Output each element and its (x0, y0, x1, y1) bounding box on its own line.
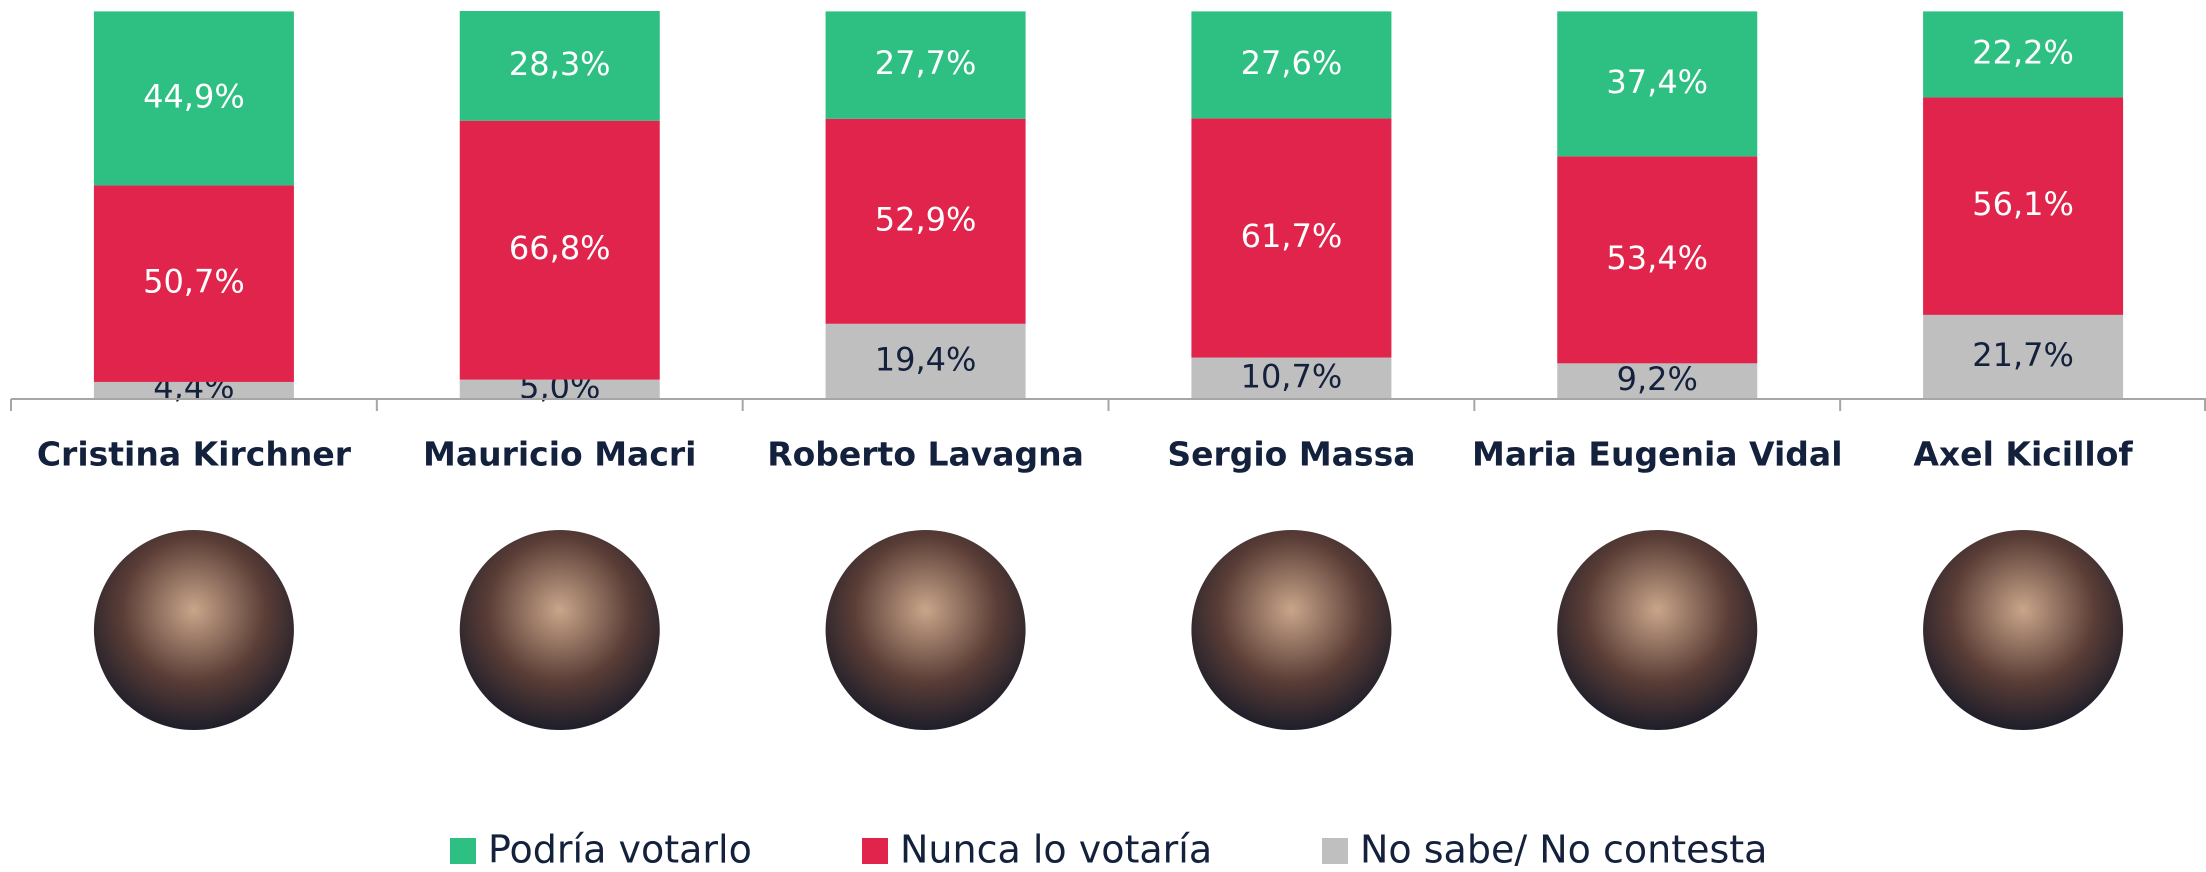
bar-segment (1191, 118, 1392, 358)
data-label: 28,3% (509, 45, 611, 83)
data-label: 52,9% (875, 200, 977, 238)
legend-label: No sabe/ No contesta (1360, 828, 1767, 872)
data-label: 56,1% (1972, 185, 2074, 223)
bar-segment (1557, 11, 1758, 157)
candidate-photo (1923, 530, 2124, 730)
bar-segment (93, 185, 294, 382)
bar-segment (459, 120, 660, 380)
legend-label: Podría votarlo (488, 828, 752, 872)
x-tick-label: Roberto Lavagna (767, 435, 1084, 474)
bar-segment (93, 11, 294, 186)
data-label: 37,4% (1606, 63, 1708, 101)
data-label: 53,4% (1606, 239, 1708, 277)
x-tick-label: Sergio Massa (1167, 435, 1415, 474)
data-label: 22,2% (1972, 33, 2074, 71)
legend-swatch (1322, 838, 1348, 864)
legend-swatch (450, 838, 476, 864)
data-label: 10,7% (1241, 357, 1343, 395)
data-label: 27,7% (875, 44, 977, 82)
data-label: 66,8% (509, 229, 611, 267)
bar-segment (1923, 314, 2124, 399)
candidate-photo (93, 530, 294, 730)
x-tick-label: Axel Kicillof (1913, 435, 2133, 474)
data-label: 9,2% (1617, 360, 1698, 398)
bar-segment (1191, 11, 1392, 119)
bar-segment (1557, 363, 1758, 399)
x-tick-label: Maria Eugenia Vidal (1472, 435, 1843, 474)
bar-segment (1923, 97, 2124, 315)
bar-segment (1557, 156, 1758, 364)
bar-segment (825, 323, 1026, 399)
bar-segment (459, 11, 660, 121)
x-tick-label: Cristina Kirchner (37, 435, 352, 474)
bar-segment (1191, 357, 1392, 399)
legend-label: Nunca lo votaría (900, 828, 1212, 872)
bar-segment (1923, 11, 2124, 98)
candidate-photo (459, 530, 660, 730)
data-label: 21,7% (1972, 336, 2074, 374)
data-label: 44,9% (143, 77, 245, 115)
data-label: 27,6% (1241, 44, 1343, 82)
legend-swatch (862, 838, 888, 864)
candidate-photo (825, 530, 1026, 730)
data-label: 19,4% (875, 340, 977, 378)
candidate-photo (1191, 530, 1392, 730)
data-label: 61,7% (1241, 217, 1343, 255)
bar-segment (825, 11, 1026, 119)
bar-segment (459, 379, 660, 399)
x-tick-label: Mauricio Macri (423, 435, 696, 474)
bar-segment (93, 381, 294, 399)
bar-segment (825, 118, 1026, 324)
data-label: 50,7% (143, 263, 245, 301)
candidate-photo (1557, 530, 1758, 730)
